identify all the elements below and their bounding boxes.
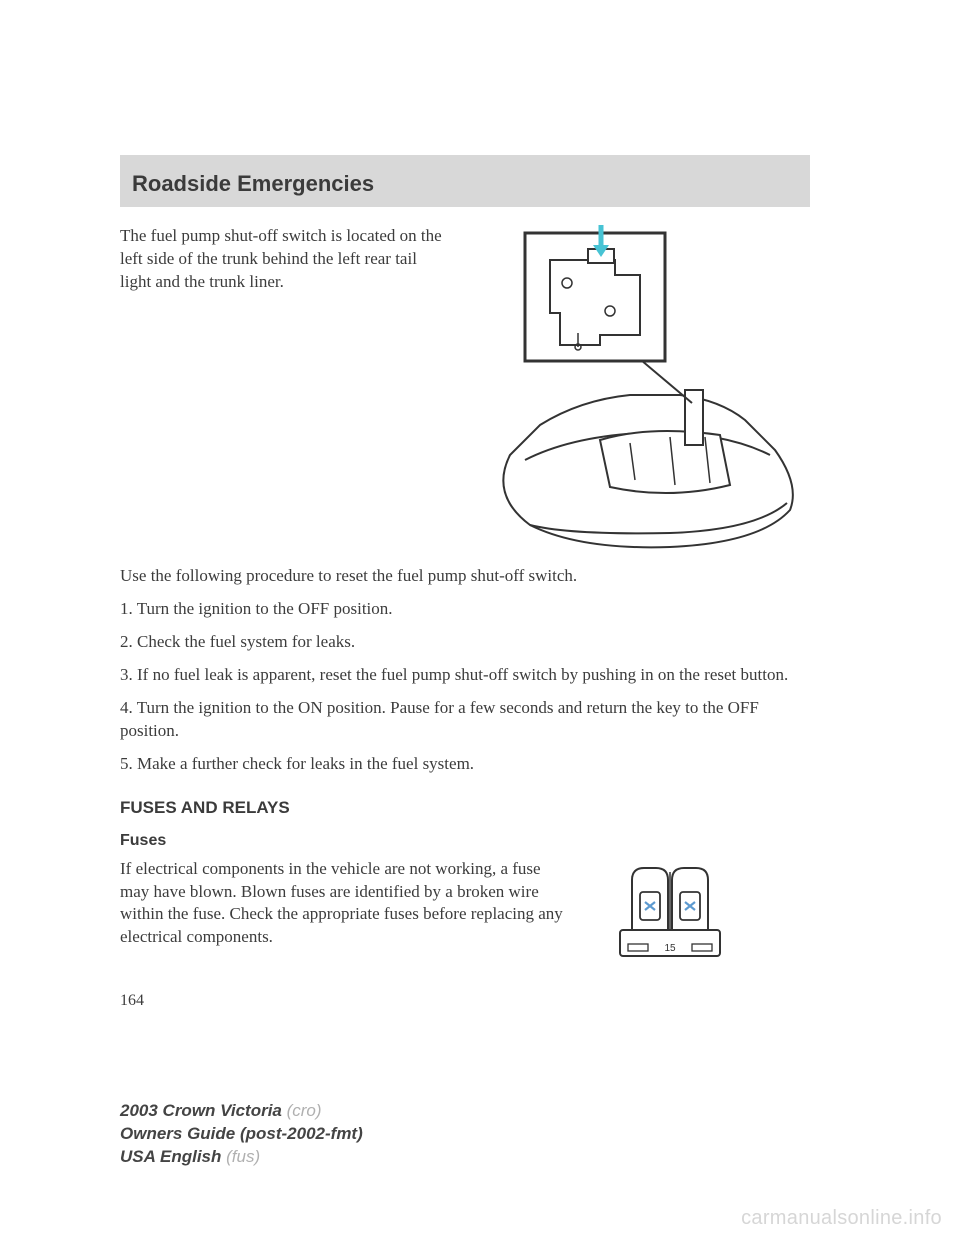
fuel-pump-section: The fuel pump shut-off switch is located…	[120, 225, 810, 555]
fuse-label: 15	[664, 943, 676, 954]
watermark: carmanualsonline.info	[741, 1207, 942, 1230]
footer: 2003 Crown Victoria (cro) Owners Guide (…	[120, 1100, 363, 1169]
footer-guide: Owners Guide (post-2002-fmt)	[120, 1124, 363, 1143]
step-4: 4. Turn the ignition to the ON position.…	[120, 697, 810, 743]
fuel-pump-diagram-svg	[470, 225, 810, 555]
footer-line-1: 2003 Crown Victoria (cro)	[120, 1100, 363, 1123]
fuses-heading: FUSES AND RELAYS	[120, 798, 810, 818]
fuse-diagram: 15	[610, 858, 730, 968]
footer-vehicle: 2003 Crown Victoria	[120, 1101, 282, 1120]
page-number: 164	[120, 992, 810, 1010]
section-title: Roadside Emergencies	[132, 171, 798, 197]
footer-line-3: USA English (fus)	[120, 1146, 363, 1169]
manual-page: Roadside Emergencies The fuel pump shut-…	[120, 155, 810, 1010]
fuses-subheading: Fuses	[120, 832, 810, 850]
fuel-pump-intro-text: The fuel pump shut-off switch is located…	[120, 225, 452, 555]
section-header: Roadside Emergencies	[120, 155, 810, 207]
step-1: 1. Turn the ignition to the OFF position…	[120, 598, 810, 621]
reset-intro: Use the following procedure to reset the…	[120, 565, 810, 588]
fuse-diagram-svg: 15	[610, 858, 730, 968]
fuses-section: If electrical components in the vehicle …	[120, 858, 810, 968]
footer-lang: USA English	[120, 1147, 221, 1166]
footer-line-2: Owners Guide (post-2002-fmt)	[120, 1123, 363, 1146]
fuel-pump-diagram	[470, 225, 810, 555]
footer-lang-code: (fus)	[226, 1147, 260, 1166]
fuses-text: If electrical components in the vehicle …	[120, 858, 570, 968]
step-5: 5. Make a further check for leaks in the…	[120, 753, 810, 776]
step-3: 3. If no fuel leak is apparent, reset th…	[120, 664, 810, 687]
step-2: 2. Check the fuel system for leaks.	[120, 631, 810, 654]
footer-vehicle-code: (cro)	[287, 1101, 322, 1120]
